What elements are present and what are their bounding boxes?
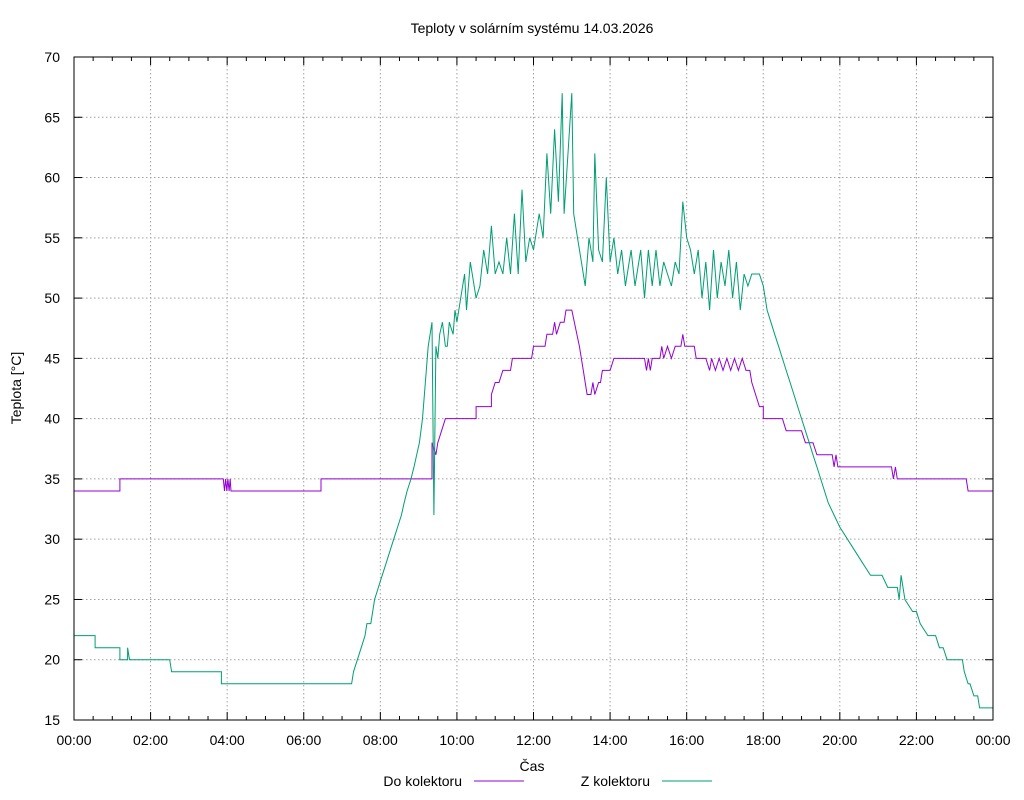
legend: Do kolektoru Z kolektoru (383, 773, 712, 789)
chart-title: Teploty v solárním systému 14.03.2026 (411, 20, 654, 36)
y-tick-label: 45 (44, 350, 60, 366)
axis-ticks: 15 20 25 30 35 40 45 50 55 60 65 70 00:00 02:00 04:00 0… (44, 49, 1010, 748)
y-tick-label: 65 (44, 109, 60, 125)
series-line-z-kolektoru (74, 93, 993, 709)
x-tick-label: 18:00 (746, 732, 781, 748)
x-tick-label: 00:00 (975, 732, 1010, 748)
y-tick-label: 20 (44, 652, 60, 668)
x-tick-label: 16:00 (669, 732, 704, 748)
y-tick-label: 15 (44, 712, 60, 728)
x-tick-label: 08:00 (363, 732, 398, 748)
y-tick-label: 50 (44, 290, 60, 306)
x-tick-label: 06:00 (286, 732, 321, 748)
grid-lines (74, 57, 993, 720)
y-tick-label: 60 (44, 170, 60, 186)
y-axis-label: Teplota [°C] (8, 352, 24, 425)
x-tick-label: 20:00 (822, 732, 857, 748)
x-tick-label: 00:00 (56, 732, 91, 748)
x-tick-label: 14:00 (593, 732, 628, 748)
y-tick-label: 40 (44, 411, 60, 427)
x-tick-label: 22:00 (899, 732, 934, 748)
x-tick-label: 10:00 (439, 732, 474, 748)
legend-label-z-kolektoru: Z kolektoru (581, 773, 650, 789)
series-line-do-kolektoru (74, 309, 993, 492)
legend-label-do-kolektoru: Do kolektoru (383, 773, 462, 789)
x-tick-label: 04:00 (210, 732, 245, 748)
y-tick-label: 70 (44, 49, 60, 65)
x-axis-label: Čas (520, 758, 545, 774)
y-tick-label: 30 (44, 531, 60, 547)
x-tick-label: 02:00 (133, 732, 168, 748)
series-layer (74, 93, 993, 709)
y-tick-label: 55 (44, 230, 60, 246)
x-tick-label: 12:00 (516, 732, 551, 748)
y-tick-label: 35 (44, 471, 60, 487)
y-tick-label: 25 (44, 591, 60, 607)
